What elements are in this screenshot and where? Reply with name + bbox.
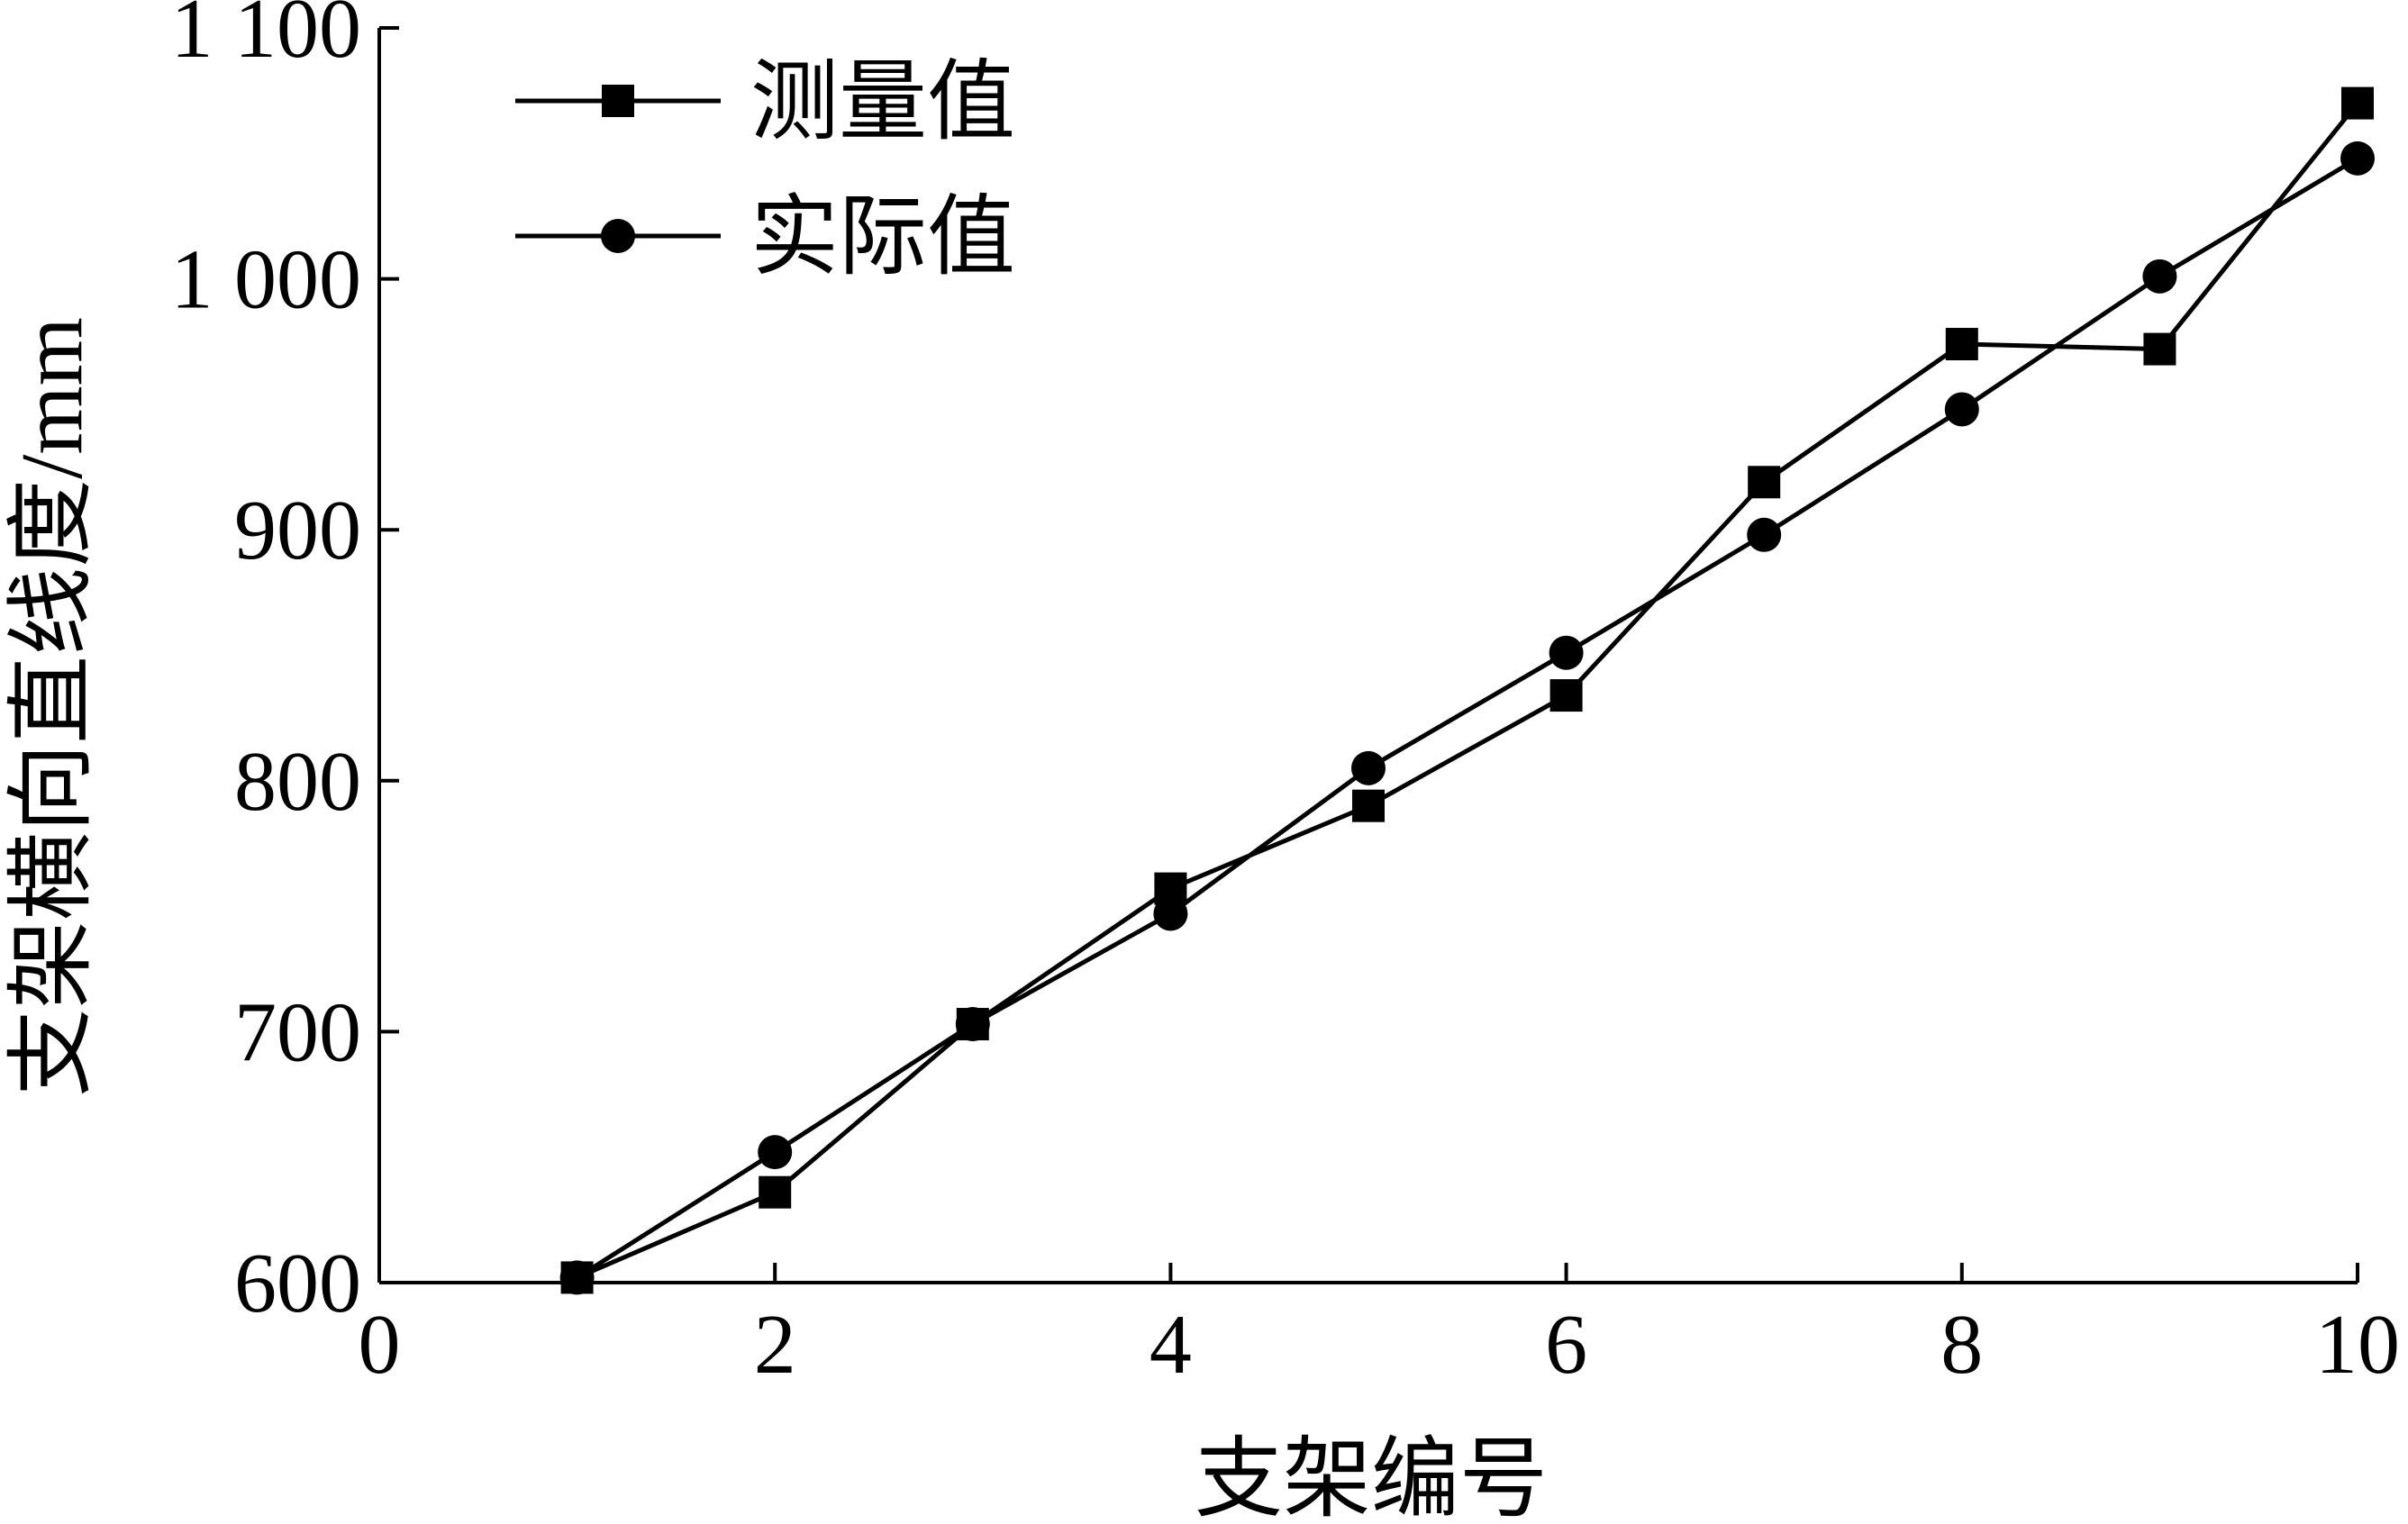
marker (1747, 517, 1782, 552)
marker (759, 1175, 792, 1209)
marker (601, 219, 635, 253)
y-tick-label: 600 (234, 1237, 361, 1330)
marker (559, 1260, 595, 1295)
legend-text: 测量值 (750, 54, 1015, 151)
marker (1945, 328, 1978, 361)
marker (1549, 679, 1583, 712)
y-tick-label: 800 (234, 735, 361, 829)
marker (955, 1007, 990, 1042)
marker (1351, 750, 1386, 785)
marker (2340, 141, 2375, 176)
y-axis-title: 支架横向直线度/mm (4, 317, 101, 1097)
x-tick-label: 0 (359, 1298, 401, 1392)
marker (602, 85, 634, 117)
series-line (576, 102, 2359, 1280)
marker (2142, 259, 2177, 294)
marker (1352, 789, 1385, 822)
marker (758, 1135, 793, 1170)
marker (1944, 392, 1979, 427)
legend-text: 实际值 (750, 189, 1015, 286)
y-tick-label: 900 (234, 484, 361, 577)
x-tick-label: 2 (754, 1298, 796, 1392)
x-tick-label: 4 (1149, 1298, 1192, 1392)
marker (2341, 86, 2374, 120)
marker (2143, 332, 2176, 366)
x-tick-label: 10 (2315, 1298, 2400, 1392)
marker (1748, 466, 1781, 499)
marker (1153, 896, 1188, 931)
y-tick-label: 1 100 (171, 0, 362, 76)
x-tick-label: 8 (1940, 1298, 1983, 1392)
y-tick-label: 700 (234, 985, 361, 1079)
marker (1549, 635, 1584, 670)
y-tick-label: 1 000 (171, 233, 362, 327)
series-line (576, 156, 2359, 1280)
x-axis-title: 支架编号 (1195, 1431, 1548, 1524)
x-tick-label: 6 (1545, 1298, 1587, 1392)
